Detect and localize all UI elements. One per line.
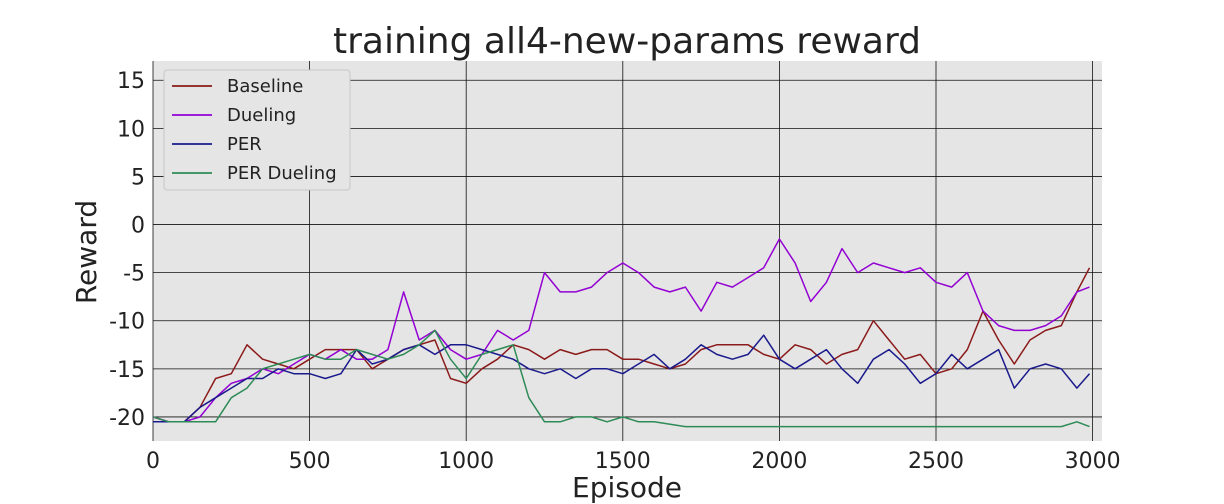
y-tick-label: -20 xyxy=(109,406,145,431)
legend-label: Baseline xyxy=(227,76,303,97)
legend-label: Dueling xyxy=(227,105,296,126)
x-tick-label: 3000 xyxy=(1065,449,1121,474)
series-line-per-dueling xyxy=(152,329,1090,428)
x-tick-label: 2000 xyxy=(751,449,807,474)
series-line-per xyxy=(153,334,1091,423)
y-tick-label: 5 xyxy=(131,165,145,190)
legend-label: PER xyxy=(227,134,262,155)
chart-title: training all4-new-params reward xyxy=(333,21,921,62)
axis-ticks: 0 500 1000 1500 2000 2500 3000 15 10 5 0 -5 -10 -15 -2… xyxy=(109,69,1121,474)
y-tick-label: -15 xyxy=(109,358,145,383)
x-axis-label: Episode xyxy=(572,471,682,504)
x-tick-label: 2500 xyxy=(908,449,964,474)
y-tick-label: 10 xyxy=(117,117,145,142)
y-tick-label: -10 xyxy=(109,310,145,335)
legend-box xyxy=(163,69,351,191)
series-lines xyxy=(152,238,1091,428)
legend: Baseline Dueling PER PER Dueling xyxy=(163,69,351,191)
x-tick-label: 1000 xyxy=(438,449,494,474)
y-tick-label: -5 xyxy=(123,262,145,287)
x-tick-label: 1500 xyxy=(595,449,651,474)
x-tick-label: 500 xyxy=(289,449,331,474)
y-axis-label: Reward xyxy=(70,200,103,304)
y-tick-label: 15 xyxy=(117,69,145,94)
legend-label: PER Dueling xyxy=(227,163,337,184)
y-tick-label: 0 xyxy=(131,214,145,239)
x-tick-label: 0 xyxy=(146,449,160,474)
